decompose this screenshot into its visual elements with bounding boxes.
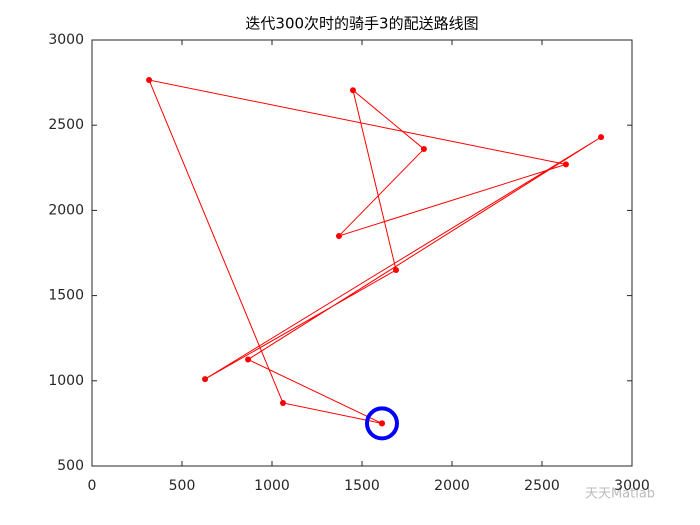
route-point [562,161,569,168]
route-point [202,376,209,383]
x-tick-label: 1000 [254,478,290,494]
x-tick-label: 1500 [344,478,380,494]
y-tick-label: 1500 [48,288,84,304]
y-tick-label: 1000 [48,373,84,389]
y-tick-label: 2000 [48,202,84,218]
x-tick-label: 2000 [434,478,470,494]
route-line [148,79,602,424]
x-tick-label: 500 [169,478,196,494]
route-point [393,267,400,274]
y-tick-label: 3000 [48,32,84,48]
x-tick-label: 3000 [614,478,650,494]
route-point [420,146,427,153]
route-point [598,134,605,141]
x-tick-label: 2500 [524,478,560,494]
route-point [378,420,385,427]
route-point [245,356,252,363]
y-tick-label: 500 [57,458,84,474]
y-tick-label: 2500 [48,117,84,133]
depot-marker [364,406,399,441]
route-point [146,77,153,84]
chart-title: 迭代300次时的骑手3的配送路线图 [245,15,478,33]
route-point [279,399,286,406]
route-point [350,87,356,94]
plot-area [91,39,633,467]
watermark: 天天Matlab [585,487,655,502]
route-point [335,232,342,239]
x-tick-label: 0 [88,478,97,494]
